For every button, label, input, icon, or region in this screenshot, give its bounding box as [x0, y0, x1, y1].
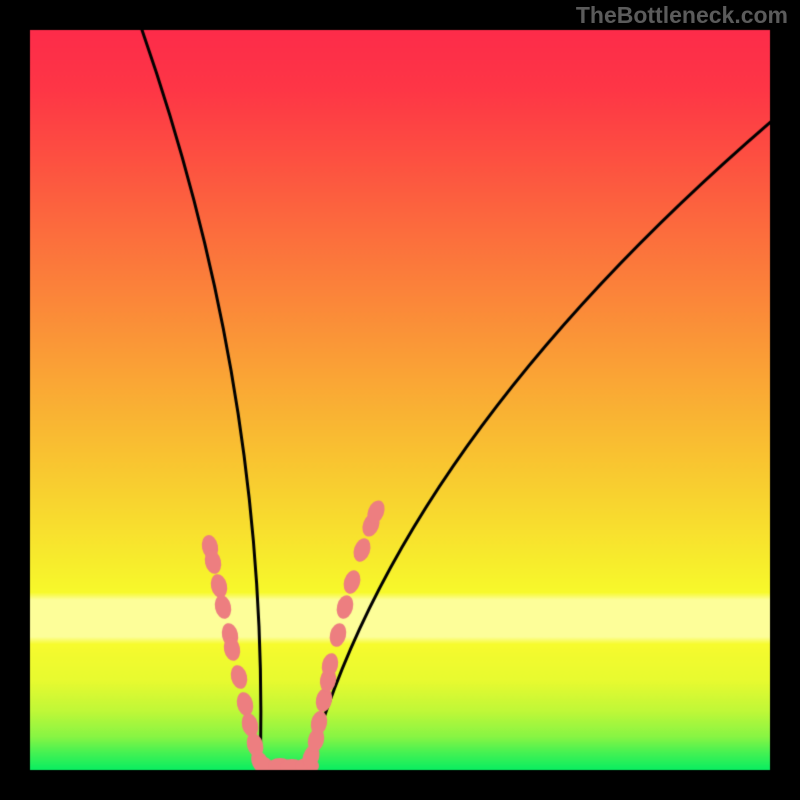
watermark-text: TheBottleneck.com: [576, 2, 788, 29]
bottleneck-chart-canvas: [0, 0, 800, 800]
chart-container: TheBottleneck.com: [0, 0, 800, 800]
